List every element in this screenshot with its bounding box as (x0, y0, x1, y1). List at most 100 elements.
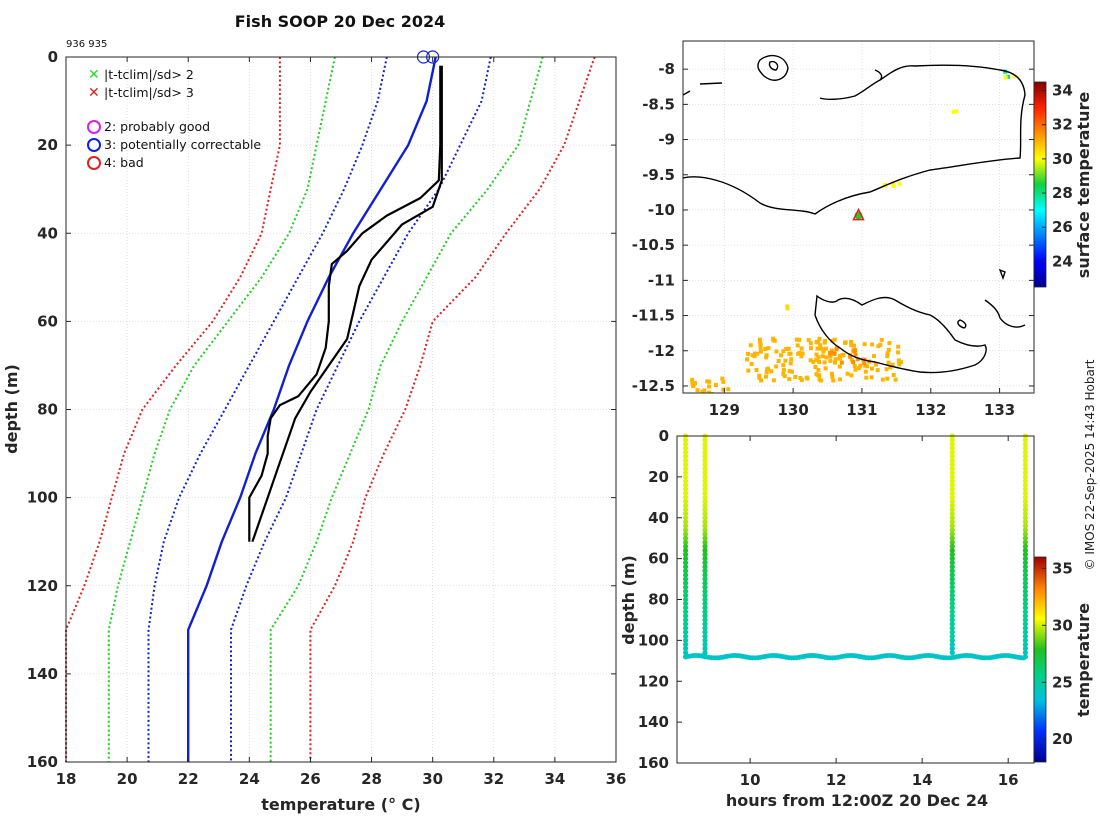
sst-pixel (816, 367, 821, 372)
cast-point (702, 547, 708, 554)
cast-point (1022, 551, 1028, 558)
sst-pixel (869, 375, 874, 380)
sst-pixel (888, 365, 893, 370)
cast-point (702, 617, 708, 623)
cast-point (1022, 584, 1028, 590)
sst-pixel (817, 336, 822, 341)
series-line-profile_936 (248, 65, 442, 542)
y-tick-label: 60 (37, 312, 58, 330)
sst-pixel (714, 383, 718, 387)
cast-point (949, 519, 955, 525)
cast-point (683, 453, 689, 459)
cast-point (683, 637, 689, 644)
sst-pixel (782, 374, 787, 378)
cast-point (949, 535, 955, 541)
y-tick-label: 160 (27, 753, 58, 771)
sst-pixel (880, 377, 885, 382)
sst-pixel (758, 345, 763, 350)
x-tick-label: 22 (178, 770, 199, 788)
cast-point (683, 613, 689, 619)
cast-point (949, 457, 955, 464)
colorbar-tick-label: 30 (1052, 616, 1073, 634)
cast-point (683, 605, 689, 611)
cast-point (702, 551, 708, 558)
sst-pixel (833, 357, 838, 362)
sst-pixel (786, 346, 791, 351)
sst-pixel (852, 364, 857, 368)
sst-pixel (788, 351, 793, 356)
colorbar-tick-label: 20 (1052, 730, 1073, 748)
sst-pixel (800, 351, 805, 356)
cast-point (702, 584, 708, 590)
y-tick-label: -8 (658, 60, 675, 78)
sst-pixel (875, 368, 880, 373)
sst-pixel (776, 359, 781, 363)
map-colorbar-gradient (1033, 81, 1047, 288)
cast-point (683, 645, 689, 652)
cast-point (702, 576, 708, 582)
sst-pixel (876, 344, 881, 349)
cast-point (949, 609, 955, 615)
cast-point (1022, 494, 1028, 500)
cast-point (683, 502, 689, 509)
cast-point (949, 580, 955, 586)
legend-label: |t-tclim|/sd> 2 (104, 67, 194, 82)
y-tick-label: 120 (27, 577, 58, 595)
cast-point (683, 470, 689, 476)
cast-point (683, 572, 689, 578)
sst-pixel (851, 360, 856, 365)
sst-pixel (781, 363, 786, 368)
sst-pixel (872, 354, 876, 359)
cast-point (683, 523, 689, 529)
cast-point (1022, 625, 1028, 631)
x-tick-label: 18 (56, 770, 77, 788)
cast-point (1022, 617, 1028, 623)
cast-point (949, 560, 955, 566)
cast-point (702, 572, 708, 578)
cast-point (949, 650, 955, 656)
sst-pixel (766, 346, 771, 351)
x-tick-label: 16 (998, 771, 1019, 789)
section-axes-box (676, 435, 1035, 764)
cast-point (702, 494, 708, 500)
sst-pixel (763, 347, 768, 351)
cast-point (702, 502, 708, 509)
sst-pixel (837, 356, 842, 361)
cast-point (1022, 654, 1028, 660)
sst-pixel (822, 360, 827, 365)
sst-pixel (790, 369, 794, 374)
cast-point (1022, 507, 1028, 513)
cast-point (683, 584, 689, 590)
sst-pixel (821, 349, 826, 354)
cast-point (949, 474, 955, 480)
cast-point (1022, 650, 1028, 656)
sst-pixel (823, 366, 828, 371)
profile-ids: 936 935 (66, 39, 107, 50)
legend-item-potentially-correctable: 3: potentially correctable (87, 137, 261, 152)
cast-point (1022, 601, 1028, 607)
sst-pixel (830, 371, 834, 376)
x-tick-label: 14 (912, 771, 933, 789)
cast-point (702, 564, 708, 570)
cast-point (1022, 486, 1028, 492)
y-tick-label: -12.5 (632, 377, 675, 395)
cast-point (949, 511, 955, 517)
cast-point (683, 580, 689, 586)
cast-point (702, 470, 708, 476)
cast-point (949, 596, 955, 603)
sst-pixel (720, 376, 725, 381)
sst-pixel (1012, 74, 1017, 79)
cast-point (702, 457, 708, 464)
y-tick-label: -9 (658, 131, 675, 149)
cast-point (1022, 580, 1028, 586)
section-colorbar: 20 25 30 35 temperature (1033, 556, 1093, 763)
cast-point (1022, 453, 1028, 459)
sst-pixel (824, 355, 829, 360)
sst-pixel (838, 377, 843, 382)
cast-point (683, 617, 689, 623)
cast-point (702, 650, 708, 656)
cast-point (1022, 556, 1028, 562)
x-tick-label: 12 (826, 771, 847, 789)
cast-point (1022, 527, 1028, 533)
